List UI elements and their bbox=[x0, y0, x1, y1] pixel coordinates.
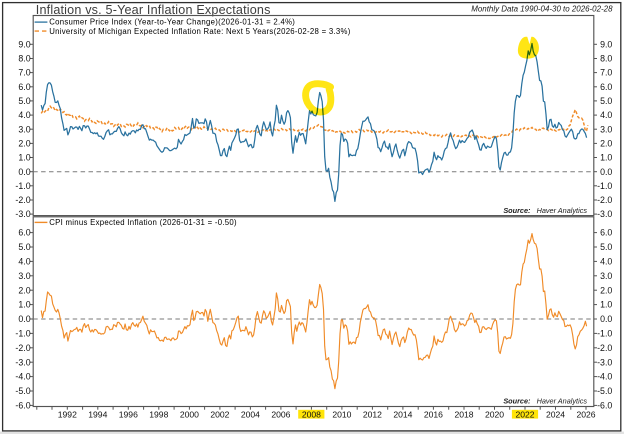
svg-text:-2.0: -2.0 bbox=[15, 343, 30, 353]
svg-text:-4.0: -4.0 bbox=[597, 372, 612, 382]
svg-text:0.0: 0.0 bbox=[600, 314, 612, 324]
svg-text:3.0: 3.0 bbox=[600, 271, 612, 281]
svg-text:8.0: 8.0 bbox=[600, 54, 612, 64]
svg-text:1994: 1994 bbox=[88, 410, 107, 420]
svg-text:4.0: 4.0 bbox=[18, 257, 30, 267]
svg-text:Source: Haver Analytics: Source: Haver Analytics bbox=[503, 396, 587, 405]
svg-text:-1.0: -1.0 bbox=[597, 181, 612, 191]
svg-text:1.0: 1.0 bbox=[600, 153, 612, 163]
svg-text:-1.0: -1.0 bbox=[15, 329, 30, 339]
svg-text:-5.0: -5.0 bbox=[597, 386, 612, 396]
svg-text:7.0: 7.0 bbox=[600, 68, 612, 78]
svg-text:-1.0: -1.0 bbox=[597, 329, 612, 339]
svg-text:2026: 2026 bbox=[576, 410, 595, 420]
svg-text:5.0: 5.0 bbox=[600, 96, 612, 106]
svg-text:0.0: 0.0 bbox=[18, 314, 30, 324]
svg-text:3.0: 3.0 bbox=[18, 124, 30, 134]
svg-text:5.0: 5.0 bbox=[18, 242, 30, 252]
svg-text:3.0: 3.0 bbox=[18, 271, 30, 281]
svg-text:Consumer Price Index (Year-to-: Consumer Price Index (Year-to-Year Chang… bbox=[49, 18, 295, 27]
svg-text:1.0: 1.0 bbox=[18, 153, 30, 163]
svg-text:1992: 1992 bbox=[58, 410, 77, 420]
svg-text:2018: 2018 bbox=[454, 410, 473, 420]
svg-text:4.0: 4.0 bbox=[600, 257, 612, 267]
svg-text:2008: 2008 bbox=[302, 410, 321, 420]
svg-text:Monthly Data 1990-04-30 to 202: Monthly Data 1990-04-30 to 2026-02-28 bbox=[471, 4, 613, 13]
svg-text:7.0: 7.0 bbox=[18, 68, 30, 78]
svg-text:2.0: 2.0 bbox=[600, 285, 612, 295]
svg-text:6.0: 6.0 bbox=[600, 228, 612, 238]
svg-text:2022: 2022 bbox=[515, 410, 534, 420]
svg-text:-6.0: -6.0 bbox=[597, 401, 612, 411]
svg-text:2024: 2024 bbox=[546, 410, 565, 420]
svg-text:Inflation vs. 5-Year Inflation: Inflation vs. 5-Year Inflation Expectati… bbox=[36, 3, 271, 17]
svg-text:0.0: 0.0 bbox=[18, 167, 30, 177]
svg-text:1.0: 1.0 bbox=[18, 300, 30, 310]
svg-text:9.0: 9.0 bbox=[600, 39, 612, 49]
svg-text:2016: 2016 bbox=[424, 410, 443, 420]
svg-text:1996: 1996 bbox=[119, 410, 138, 420]
svg-text:-1.0: -1.0 bbox=[15, 181, 30, 191]
svg-text:2000: 2000 bbox=[180, 410, 199, 420]
svg-text:2012: 2012 bbox=[363, 410, 382, 420]
svg-text:3.0: 3.0 bbox=[600, 124, 612, 134]
svg-text:2014: 2014 bbox=[393, 410, 412, 420]
svg-text:2004: 2004 bbox=[241, 410, 260, 420]
svg-text:1.0: 1.0 bbox=[600, 300, 612, 310]
svg-text:2010: 2010 bbox=[332, 410, 351, 420]
svg-text:-6.0: -6.0 bbox=[15, 401, 30, 411]
svg-text:2002: 2002 bbox=[210, 410, 229, 420]
svg-text:Source: Haver Analytics: Source: Haver Analytics bbox=[503, 206, 587, 215]
svg-text:0.0: 0.0 bbox=[600, 167, 612, 177]
svg-text:CPI minus Expected Inflation (: CPI minus Expected Inflation (2026-01-31… bbox=[49, 218, 237, 227]
svg-text:-3.0: -3.0 bbox=[597, 209, 612, 219]
svg-text:-3.0: -3.0 bbox=[597, 357, 612, 367]
svg-text:9.0: 9.0 bbox=[18, 39, 30, 49]
svg-text:8.0: 8.0 bbox=[18, 54, 30, 64]
svg-text:6.0: 6.0 bbox=[18, 82, 30, 92]
svg-text:-2.0: -2.0 bbox=[15, 195, 30, 205]
svg-text:1998: 1998 bbox=[149, 410, 168, 420]
svg-text:4.0: 4.0 bbox=[18, 110, 30, 120]
svg-text:4.0: 4.0 bbox=[600, 110, 612, 120]
svg-text:5.0: 5.0 bbox=[600, 242, 612, 252]
svg-text:-2.0: -2.0 bbox=[597, 195, 612, 205]
svg-text:2020: 2020 bbox=[485, 410, 504, 420]
svg-text:-3.0: -3.0 bbox=[15, 209, 30, 219]
svg-text:2006: 2006 bbox=[271, 410, 290, 420]
svg-text:2.0: 2.0 bbox=[18, 139, 30, 149]
svg-text:-5.0: -5.0 bbox=[15, 386, 30, 396]
svg-text:-3.0: -3.0 bbox=[15, 357, 30, 367]
svg-text:2.0: 2.0 bbox=[18, 285, 30, 295]
svg-text:2.0: 2.0 bbox=[600, 139, 612, 149]
svg-text:5.0: 5.0 bbox=[18, 96, 30, 106]
svg-text:6.0: 6.0 bbox=[600, 82, 612, 92]
svg-text:6.0: 6.0 bbox=[18, 228, 30, 238]
svg-text:-4.0: -4.0 bbox=[15, 372, 30, 382]
svg-text:University of Michigan Expecte: University of Michigan Expected Inflatio… bbox=[49, 27, 351, 36]
svg-text:-2.0: -2.0 bbox=[597, 343, 612, 353]
